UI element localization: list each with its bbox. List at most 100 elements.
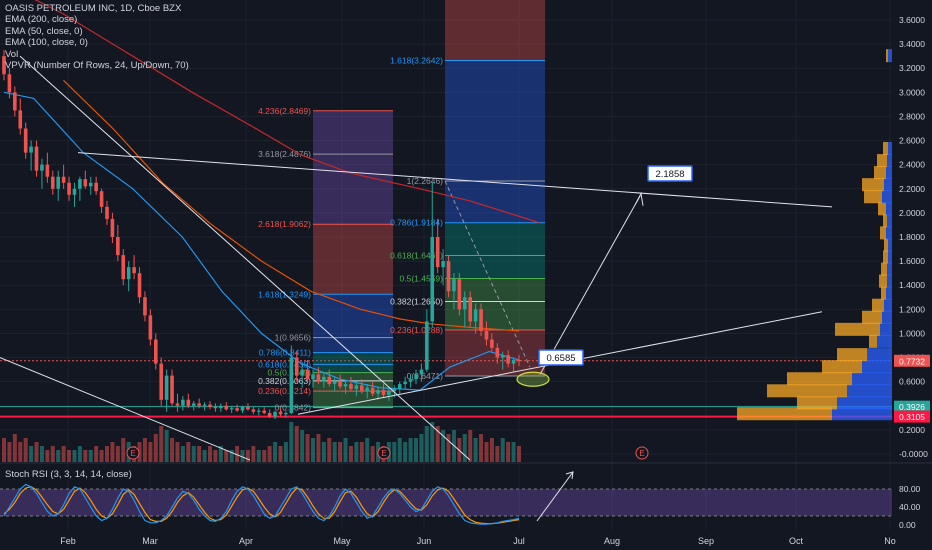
candle-body xyxy=(153,339,158,364)
candle-body xyxy=(251,409,256,412)
candle-body xyxy=(34,146,39,171)
volume-bar xyxy=(213,450,218,462)
indicator-ema200[interactable]: EMA (200, close) xyxy=(5,14,78,26)
vpvr-row-up xyxy=(884,298,892,312)
volume-bar xyxy=(50,446,55,462)
candle-body xyxy=(338,381,342,387)
volume-bar xyxy=(29,446,34,462)
candle-body xyxy=(202,404,207,406)
earnings-marker-label: E xyxy=(639,449,644,458)
symbol-title[interactable]: OASIS PETROLEUM INC, 1D, Cboe BZX xyxy=(5,3,182,14)
candle-body xyxy=(354,385,359,389)
vpvr-row-up xyxy=(852,372,892,386)
fib-level-label: 0.618(0.7435) xyxy=(258,359,311,369)
volume-bar xyxy=(354,442,359,462)
downtrend-line xyxy=(19,55,471,461)
fib-level-label: 0.382(1.2650) xyxy=(390,296,443,306)
indicator-vpvr[interactable]: VPVR (Number Of Rows, 24, Up/Down, 70) xyxy=(5,60,189,72)
volume-bar xyxy=(224,450,229,462)
chart-legend: OASIS PETROLEUM INC, 1D, Cboe BZX EMA (2… xyxy=(5,3,189,71)
fib-level-label: 1(2.2646) xyxy=(407,176,444,186)
candle-body xyxy=(219,405,223,409)
fib-zone xyxy=(445,60,545,223)
volume-bar xyxy=(462,434,467,462)
candle-body xyxy=(110,218,115,237)
volume-bar xyxy=(414,438,418,462)
volume-bar xyxy=(7,442,12,462)
volume-bar xyxy=(202,450,207,462)
candle-body xyxy=(191,403,196,406)
candle-body xyxy=(484,331,489,340)
vpvr-row-down xyxy=(822,360,862,374)
indicator-ema50[interactable]: EMA (50, close, 0) xyxy=(5,25,83,37)
volume-bar xyxy=(251,446,256,462)
earnings-marker xyxy=(126,446,140,460)
vpvr-row-up xyxy=(847,384,892,398)
candle-body xyxy=(2,56,6,75)
current-callout-box xyxy=(538,349,584,366)
candle-body xyxy=(430,237,435,322)
candle-body xyxy=(83,179,88,187)
candle-body xyxy=(414,374,418,380)
vpvr-row-down xyxy=(878,202,886,216)
fib-level-label: 0(0.6471) xyxy=(407,371,444,381)
fib-level-label: 3.618(2.4876) xyxy=(258,149,311,159)
volume-bar xyxy=(197,446,202,462)
volume-bar xyxy=(403,442,408,462)
time-tick-label: Jul xyxy=(513,536,525,546)
stoch-rsi-legend[interactable]: Stoch RSI (3, 3, 14, 14, close) xyxy=(5,469,132,480)
candle-body xyxy=(29,146,33,153)
volume-bar xyxy=(23,438,28,462)
price-tick-label: -0.0000 xyxy=(899,449,928,459)
vpvr-row-down xyxy=(862,310,882,324)
volume-bar xyxy=(365,438,370,462)
vpvr-row-up xyxy=(882,190,892,204)
ema100-line xyxy=(62,79,520,332)
target-callout-box xyxy=(647,165,693,182)
vpvr-row-up xyxy=(886,166,892,180)
candle-body xyxy=(94,182,98,192)
volume-bar xyxy=(94,446,99,462)
indicator-ema100[interactable]: EMA (100, close, 0) xyxy=(5,37,88,49)
time-tick-label: No xyxy=(884,536,896,546)
indicator-volume[interactable]: Vol xyxy=(5,48,19,60)
candle-body xyxy=(311,374,315,380)
earnings-marker xyxy=(635,446,649,460)
candle-body xyxy=(495,347,500,358)
price-tick-label: 1.2000 xyxy=(899,304,925,314)
vpvr-row-down xyxy=(881,262,887,276)
vpvr-row-down xyxy=(886,49,888,63)
candle-body xyxy=(40,164,44,171)
volume-bar xyxy=(392,442,397,462)
volume-bar xyxy=(517,446,521,462)
volume-bar xyxy=(235,446,240,462)
time-tick-label: Mar xyxy=(142,536,158,546)
candle-body xyxy=(235,408,239,411)
resistance-trendline xyxy=(77,152,833,208)
price-tick-label: 1.8000 xyxy=(899,232,925,242)
candle-body xyxy=(441,261,445,268)
vpvr-row-up xyxy=(888,141,892,155)
price-axis: 3.6000 3.4000 3.2000 3.0000 2.8000 2.6000 2.40… xyxy=(894,15,930,530)
candle-body xyxy=(78,179,82,189)
volume-bar xyxy=(473,438,478,462)
volume-bar xyxy=(218,446,223,462)
candle-body xyxy=(446,261,451,292)
candle-body xyxy=(452,279,456,292)
vpvr-row-up xyxy=(886,226,892,240)
volume-bar xyxy=(39,446,44,462)
candle-body xyxy=(349,384,353,389)
price-tick-label: 1.6000 xyxy=(899,256,925,266)
vpvr-row-down xyxy=(879,274,887,288)
vpvr-row-up xyxy=(888,250,892,264)
volume-bar xyxy=(12,434,17,462)
price-tick-label: 3.6000 xyxy=(899,15,925,25)
vpvr-row-up xyxy=(837,396,892,410)
price-tick-label: 3.4000 xyxy=(899,39,925,49)
trend-drawings[interactable]: 2.1858 0.6585 E E E xyxy=(0,55,833,461)
candle-body xyxy=(121,255,126,280)
earnings-marker xyxy=(377,446,391,460)
ema50-line xyxy=(3,91,520,391)
volume-bar xyxy=(359,442,364,462)
